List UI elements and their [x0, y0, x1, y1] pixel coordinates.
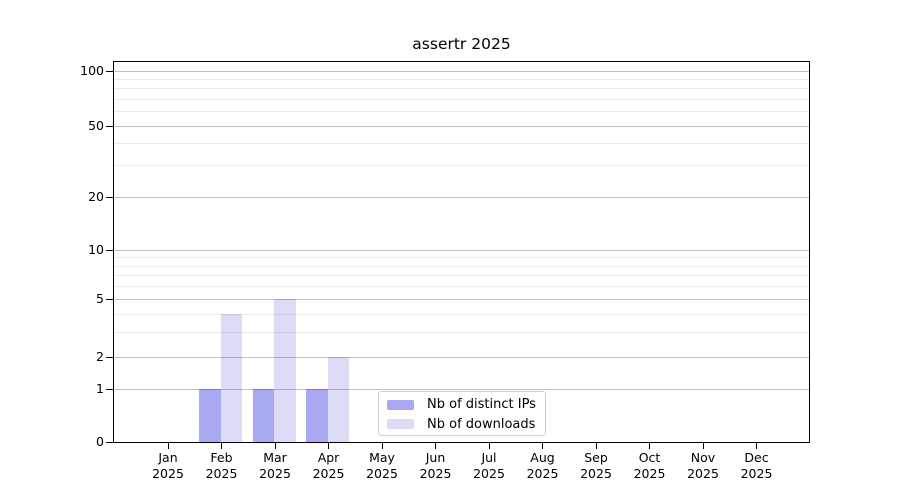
- x-tick: [488, 443, 490, 449]
- y-gridline-minor: [114, 265, 809, 267]
- y-tick-label: 50: [88, 118, 104, 133]
- y-tick: [106, 125, 113, 127]
- legend-label-distinct-ips: Nb of distinct IPs: [427, 397, 536, 413]
- x-tick: [542, 443, 543, 449]
- y-gridline-minor: [114, 88, 809, 90]
- y-tick: [106, 388, 113, 390]
- y-tick-label: 10: [88, 242, 104, 257]
- x-tick-label: Apr 2025: [287, 450, 371, 481]
- legend: Nb of distinct IPs Nb of downloads: [378, 391, 546, 436]
- x-tick-label-line: Apr: [317, 450, 340, 465]
- x-tick: [381, 443, 383, 449]
- plot-area: [113, 61, 810, 443]
- x-tick-label-line: 2025: [526, 465, 559, 481]
- x-tick-label-line: Jun: [425, 450, 446, 465]
- x-tick-label-line: 2025: [312, 465, 345, 481]
- x-tick-label-line: 2025: [580, 465, 612, 481]
- x-tick-label-line: 2025: [473, 465, 505, 481]
- legend-item-distinct-ips: Nb of distinct IPs: [387, 395, 537, 415]
- x-tick-label-line: Dec: [744, 450, 769, 465]
- x-tick-label: Nov 2025: [661, 450, 745, 481]
- x-tick-label-line: 2025: [205, 465, 238, 481]
- x-tick: [274, 443, 276, 449]
- y-tick: [106, 356, 113, 358]
- y-gridline-major: [114, 388, 809, 390]
- x-tick-label-line: Mar: [263, 450, 287, 465]
- y-gridline-minor: [114, 111, 809, 113]
- y-tick: [106, 441, 113, 443]
- x-tick-label: Dec 2025: [715, 450, 799, 481]
- x-tick-label-line: Sep: [584, 450, 608, 465]
- x-tick-label-line: Nov: [690, 450, 716, 465]
- bar-distinct-ips: [306, 389, 328, 442]
- x-tick-label-line: Aug: [530, 450, 555, 465]
- y-tick-label: 0: [96, 434, 104, 449]
- x-tick-label: May 2025: [340, 450, 424, 481]
- x-tick-label-line: 2025: [633, 465, 666, 481]
- bar-distinct-ips: [252, 389, 274, 442]
- y-gridline-minor: [114, 257, 809, 259]
- x-tick-label-line: Oct: [638, 450, 661, 465]
- bar-downloads: [274, 299, 296, 442]
- x-tick-label: Jul 2025: [447, 450, 531, 481]
- y-gridline-minor: [114, 286, 809, 288]
- x-tick: [756, 443, 757, 449]
- y-gridline-major: [114, 125, 809, 127]
- y-gridline-minor: [114, 332, 809, 334]
- y-tick: [106, 249, 113, 251]
- x-tick-label-line: Jan: [158, 450, 178, 465]
- x-tick-label-line: 2025: [259, 465, 291, 481]
- x-tick-label-line: Jul: [481, 450, 497, 465]
- y-tick-label: 2: [96, 349, 104, 364]
- x-tick-label-line: 2025: [419, 465, 452, 481]
- x-tick-label: Sep 2025: [554, 450, 638, 481]
- bar-downloads: [327, 357, 349, 442]
- y-gridline-minor: [114, 142, 809, 144]
- y-gridline-major: [114, 70, 809, 72]
- y-gridline-minor: [114, 98, 809, 100]
- x-tick: [221, 443, 222, 449]
- y-gridline-minor: [114, 78, 809, 80]
- bar-distinct-ips: [199, 389, 221, 442]
- x-tick-label: Aug 2025: [501, 450, 585, 481]
- y-gridline-major: [114, 356, 809, 358]
- x-tick-label-line: 2025: [366, 465, 398, 481]
- y-gridline-major: [114, 249, 809, 251]
- legend-swatch-distinct-ips: [387, 399, 414, 410]
- x-tick-label: Mar 2025: [233, 450, 317, 481]
- y-tick-label: 5: [96, 291, 104, 306]
- x-tick-label-line: May: [369, 450, 395, 465]
- y-tick-label: 20: [88, 189, 104, 204]
- x-tick: [702, 443, 704, 449]
- x-tick: [167, 443, 169, 449]
- y-gridline-major: [114, 196, 809, 198]
- legend-label-downloads: Nb of downloads: [427, 416, 536, 432]
- x-tick-label-line: Feb: [210, 450, 233, 465]
- y-gridline-minor: [114, 313, 809, 315]
- x-tick: [435, 443, 436, 449]
- y-tick-label: 1: [96, 381, 104, 396]
- x-tick-label: Feb 2025: [180, 450, 264, 481]
- y-tick: [106, 298, 113, 300]
- x-tick: [328, 443, 329, 449]
- x-tick: [649, 443, 650, 449]
- legend-swatch-downloads: [387, 419, 414, 430]
- x-tick-label: Oct 2025: [608, 450, 692, 481]
- x-tick-label-line: 2025: [687, 465, 719, 481]
- bar-downloads: [220, 314, 242, 442]
- legend-item-downloads: Nb of downloads: [387, 415, 537, 435]
- y-tick: [106, 196, 113, 198]
- x-tick-label: Jun 2025: [394, 450, 478, 481]
- y-gridline-major: [114, 298, 809, 300]
- chart-title: assertr 2025: [412, 35, 511, 53]
- y-gridline-minor: [114, 275, 809, 277]
- y-tick: [106, 70, 113, 72]
- x-tick: [595, 443, 597, 449]
- x-tick-label: Jan 2025: [126, 450, 210, 481]
- x-tick-label-line: 2025: [152, 465, 184, 481]
- x-tick-label-line: 2025: [740, 465, 773, 481]
- y-gridline-minor: [114, 165, 809, 167]
- y-tick-label: 100: [80, 63, 104, 78]
